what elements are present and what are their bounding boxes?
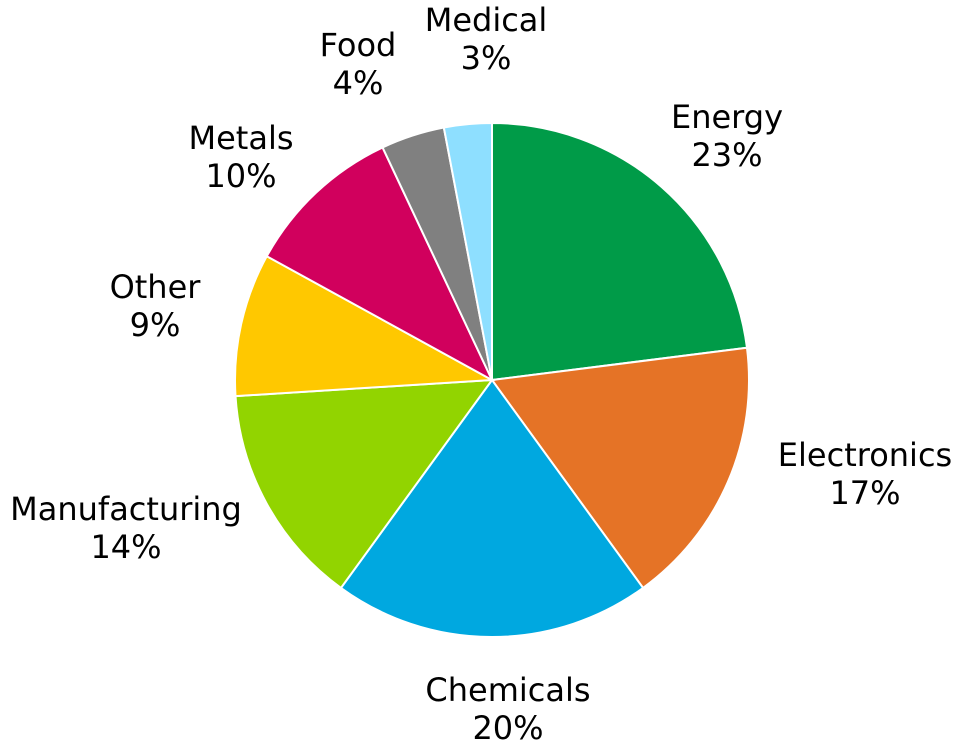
slice-label-medical: Medical xyxy=(425,1,548,39)
slice-percent-other: 9% xyxy=(130,306,181,344)
slice-percent-electronics: 17% xyxy=(829,474,900,512)
slice-label-metals: Metals xyxy=(188,119,293,157)
pie-slice-metals xyxy=(265,146,495,383)
slice-label-chemicals: Chemicals xyxy=(425,671,590,709)
slice-percent-energy: 23% xyxy=(691,136,762,174)
slice-percent-chemicals: 20% xyxy=(472,709,543,743)
slice-percent-metals: 10% xyxy=(205,157,276,195)
pie-slices xyxy=(234,121,750,638)
slice-label-other: Other xyxy=(110,268,202,306)
pie-slice-manufacturing xyxy=(234,378,495,590)
slice-label-electronics: Electronics xyxy=(778,436,952,474)
pie-slice-chemicals xyxy=(339,378,645,638)
pie-slice-electronics xyxy=(490,346,750,590)
slice-percent-manufacturing: 14% xyxy=(90,528,161,566)
slice-label-energy: Energy xyxy=(671,98,783,136)
slice-percent-food: 4% xyxy=(333,64,384,102)
pie-slice-energy xyxy=(491,121,749,382)
pie-slice-other xyxy=(234,254,496,398)
slice-label-manufacturing: Manufacturing xyxy=(10,490,242,528)
pie-slice-medical xyxy=(442,121,493,381)
slice-label-food: Food xyxy=(320,26,397,64)
slice-percent-medical: 3% xyxy=(461,39,512,77)
